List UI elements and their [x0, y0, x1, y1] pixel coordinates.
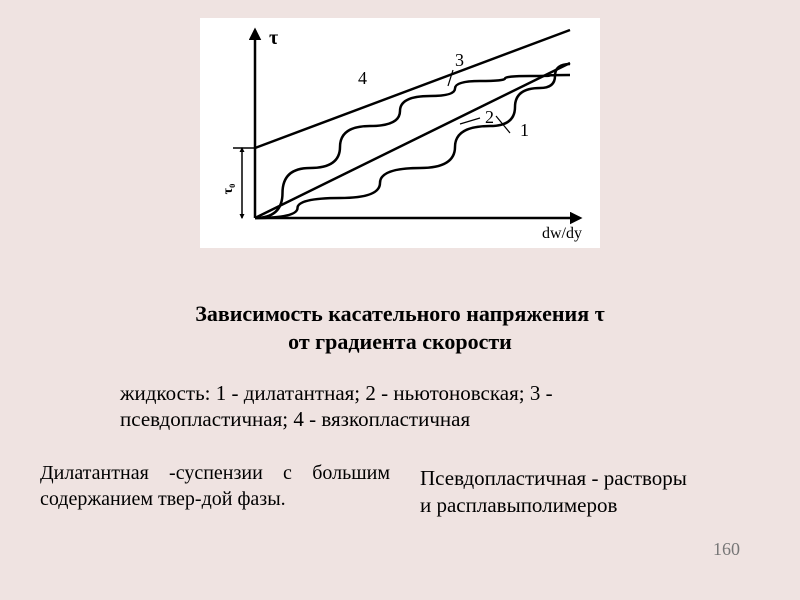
svg-text:3: 3	[455, 50, 464, 70]
title-line-1: Зависимость касательного напряжения τ	[195, 301, 605, 326]
note-right-line-1: Псевдопластичная - растворы	[420, 466, 687, 490]
svg-text:τ: τ	[269, 27, 278, 49]
title-line-2: от градиента скорости	[288, 329, 512, 354]
svg-text:1: 1	[520, 120, 529, 140]
svg-text:2: 2	[485, 107, 494, 127]
note-dilatant: Дилатантная -суспензии с большим содержа…	[40, 460, 390, 512]
slide: τ₀ τ dw/dy 1 2 3 4 Зависимость касательного на…	[0, 0, 800, 600]
rheology-chart: τ₀ τ dw/dy 1 2 3 4	[200, 18, 600, 248]
curve-legend: жидкость: 1 - дилатантная; 2 - ньютоновс…	[120, 380, 700, 433]
svg-text:dw/dy: dw/dy	[542, 225, 582, 242]
chart-panel: τ₀ τ dw/dy 1 2 3 4	[200, 18, 600, 248]
note-pseudoplastic: Псевдопластичная - растворы и расплавыпо…	[420, 465, 770, 520]
note-right-line-2: и расплавыполимеров	[420, 493, 617, 517]
svg-text:τ₀: τ₀	[221, 184, 236, 195]
svg-text:4: 4	[358, 68, 367, 88]
page-number: 160	[713, 539, 740, 560]
chart-title: Зависимость касательного напряжения τ от…	[0, 300, 800, 355]
